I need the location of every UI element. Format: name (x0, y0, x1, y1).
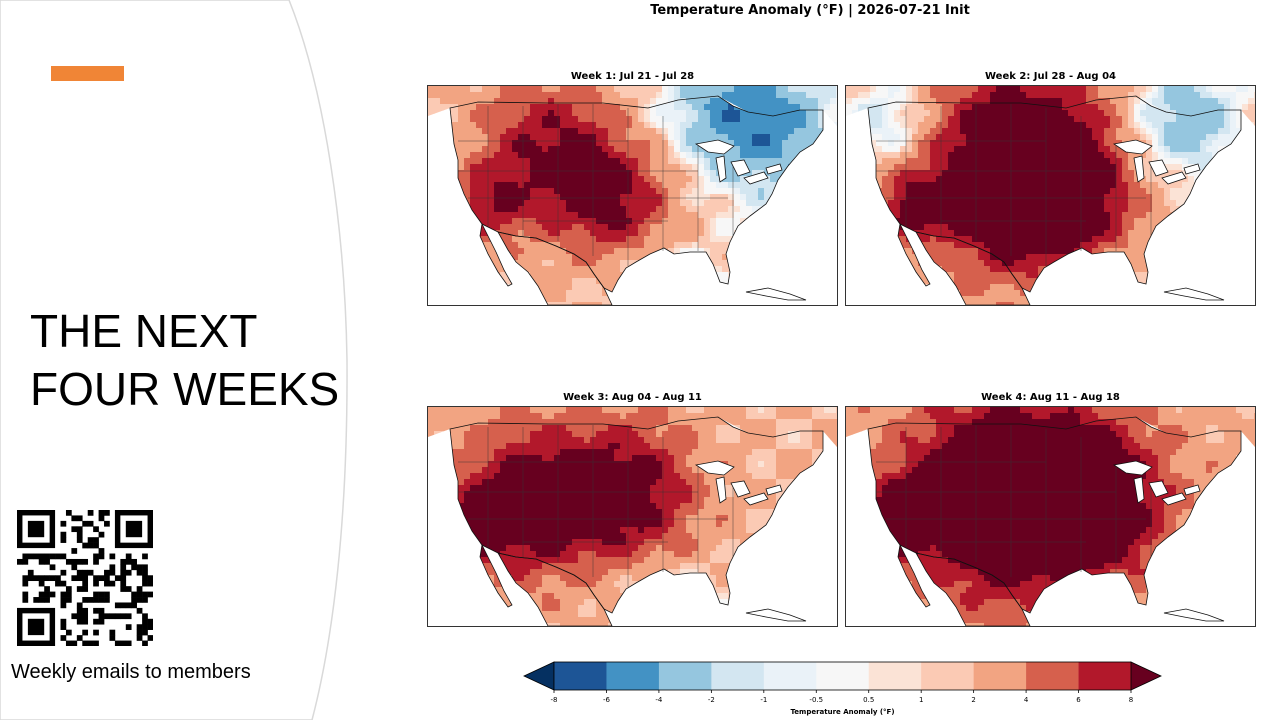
figure-title: Temperature Anomaly (°F) | 2026-07-21 In… (650, 3, 970, 18)
colorbar-bin (763, 662, 817, 690)
left-panel: THE NEXT FOUR WEEKS Weekly emails to mem… (0, 0, 360, 720)
qr-code[interactable] (17, 510, 153, 646)
anomaly-map (427, 406, 838, 627)
colorbar-bin (921, 662, 974, 690)
caption-text: Weekly emails to members (11, 661, 251, 683)
colorbar-extend-over (1130, 661, 1162, 691)
colorbar-bin (1078, 662, 1132, 690)
map-panel-week-2: Week 2: Jul 28 - Aug 04 (845, 69, 1256, 306)
colorbar-bin (816, 662, 870, 690)
slide-title-line-2: FOUR WEEKS (30, 363, 340, 415)
slide-title: THE NEXT FOUR WEEKS (30, 302, 350, 418)
colorbar-tick-label: 4 (1024, 696, 1029, 704)
colorbar-tick-label: -1 (760, 696, 767, 704)
colorbar-tick-label: 6 (1076, 696, 1081, 704)
colorbar-bin (973, 662, 1027, 690)
colorbar-bin (1026, 662, 1079, 690)
colorbar-tick-label: 2 (971, 696, 975, 704)
panel-title: Week 3: Aug 04 - Aug 11 (563, 392, 702, 403)
colorbar-bin (658, 662, 712, 690)
colorbar-tick-label: -8 (551, 696, 558, 704)
slide-title-line-1: THE NEXT (30, 305, 258, 357)
map-panel-week-3: Week 3: Aug 04 - Aug 11 (427, 390, 838, 627)
colorbar-tick-label: -4 (655, 696, 663, 704)
accent-bar (51, 66, 124, 81)
colorbar-tick-label: -2 (708, 696, 715, 704)
colorbar-tick-label: 8 (1129, 696, 1133, 704)
panel-title: Week 2: Jul 28 - Aug 04 (984, 71, 1116, 82)
panel-title: Week 1: Jul 21 - Jul 28 (570, 71, 695, 82)
map-panel-week-4: Week 4: Aug 11 - Aug 18 (845, 390, 1256, 627)
colorbar-tick-label: 0.5 (863, 696, 874, 704)
colorbar-tick-label: -6 (603, 696, 611, 704)
anomaly-map (845, 406, 1256, 627)
colorbar-tick-label: -0.5 (809, 696, 823, 704)
colorbar-frame (553, 661, 1132, 691)
panel-title: Week 4: Aug 11 - Aug 18 (981, 392, 1120, 403)
colorbar-bin (554, 662, 607, 690)
colorbar-bin (711, 662, 765, 690)
colorbar: -8 -6 -4 -2 -1 -0.5 0.5 1 2 4 6 8 Temperature Anomal… (523, 661, 1162, 716)
colorbar-bin (606, 662, 660, 690)
anomaly-map (427, 85, 838, 306)
colorbar-label: Temperature Anomaly (°F) (790, 708, 894, 716)
colorbar-extend-under (523, 661, 555, 691)
colorbar-tick-label: 1 (919, 696, 923, 704)
anomaly-map (845, 85, 1256, 306)
map-panel-week-1: Week 1: Jul 21 - Jul 28 (427, 69, 838, 306)
colorbar-bin (868, 662, 922, 690)
